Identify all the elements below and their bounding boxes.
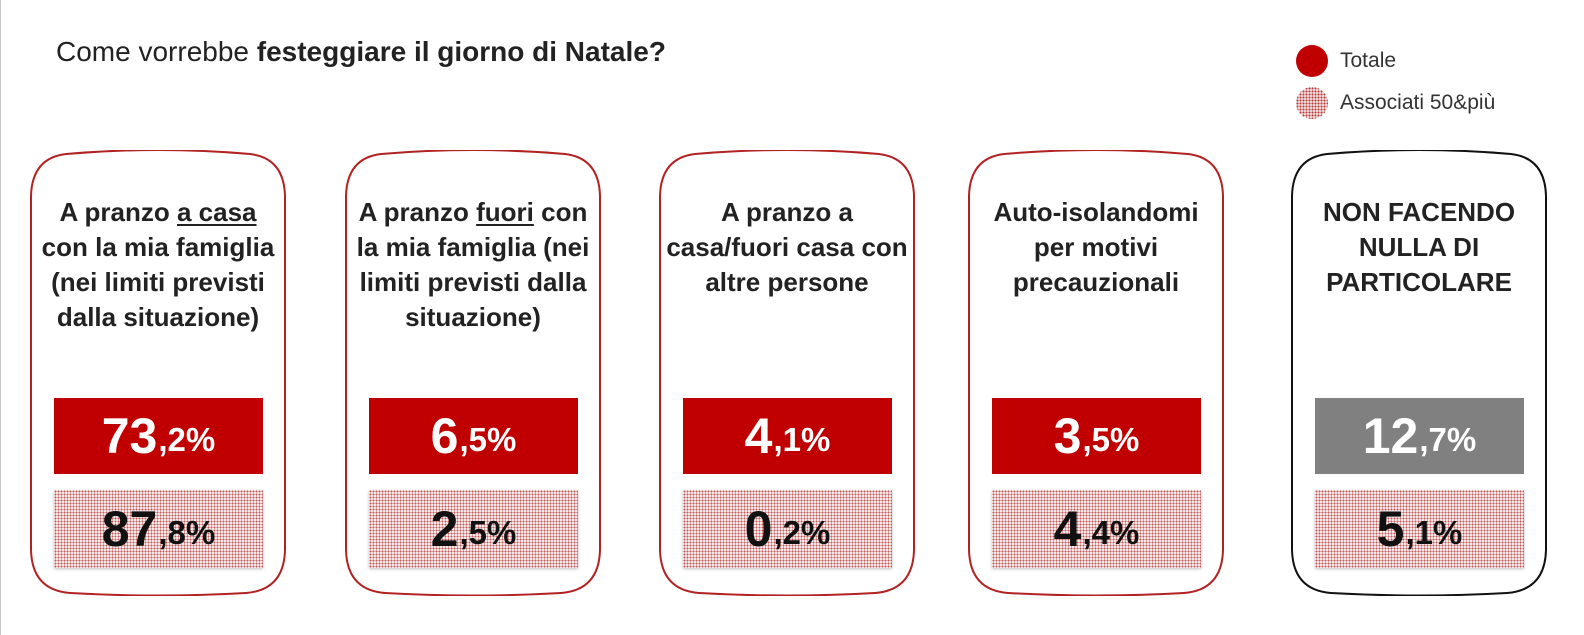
category-card-1: A pranzo a casa con la mia famiglia (nei… [28,150,288,596]
card-outline-2 [345,150,601,596]
legend-item-associati: Associati 50&più [1296,86,1495,120]
category-label-2: A pranzo fuori con la mia famiglia (nei … [356,197,590,332]
legend: Totale Associati 50&più [1296,44,1495,128]
category-label-1: A pranzo a casa con la mia famiglia (nei… [41,197,275,332]
value-associati-4: 4,4% [992,490,1201,568]
left-divider [0,0,1,635]
value-totale-3: 4,1% [683,398,892,474]
value-totale-5: 12,7% [1315,398,1524,474]
value-totale-2: 6,5% [369,398,578,474]
value-associati-2: 2,5% [369,490,578,568]
legend-label-totale: Totale [1340,49,1397,72]
category-card-2: A pranzo fuori con la mia famiglia (nei … [343,150,603,596]
card-outline-1 [30,150,286,596]
value-associati-1: 87,8% [54,490,263,568]
value-totale-4: 3,5% [992,398,1201,474]
category-label-5: NON FACENDO NULLA DI PARTICOLARE [1322,197,1516,297]
value-associati-3: 0,2% [683,490,892,568]
category-card-4: Auto-isolandomi per motivi precauzionali… [966,150,1226,596]
card-outline-3 [659,150,915,596]
card-outline-4 [968,150,1224,596]
value-totale-1: 73,2% [54,398,263,474]
chart-title-prefix: Come vorrebbe [56,36,257,67]
category-card-3: A pranzo a casa/fuori casa con altre per… [657,150,917,596]
value-associati-5: 5,1% [1315,490,1524,568]
category-label-4: Auto-isolandomi per motivi precauzionali [993,197,1199,297]
legend-item-totale: Totale [1296,44,1495,78]
legend-label-associati: Associati 50&più [1340,91,1496,114]
chart-title-bold: festeggiare il giorno di Natale? [256,36,666,67]
chart-title: Come vorrebbe festeggiare il giorno di N… [56,36,666,68]
legend-swatch-totale [1296,45,1328,77]
category-card-5: NON FACENDO NULLA DI PARTICOLARE 12,7% 5… [1289,150,1549,596]
category-label-3: A pranzo a casa/fuori casa con altre per… [666,197,908,297]
card-outline-5 [1291,150,1547,596]
legend-swatch-associati [1296,87,1328,119]
